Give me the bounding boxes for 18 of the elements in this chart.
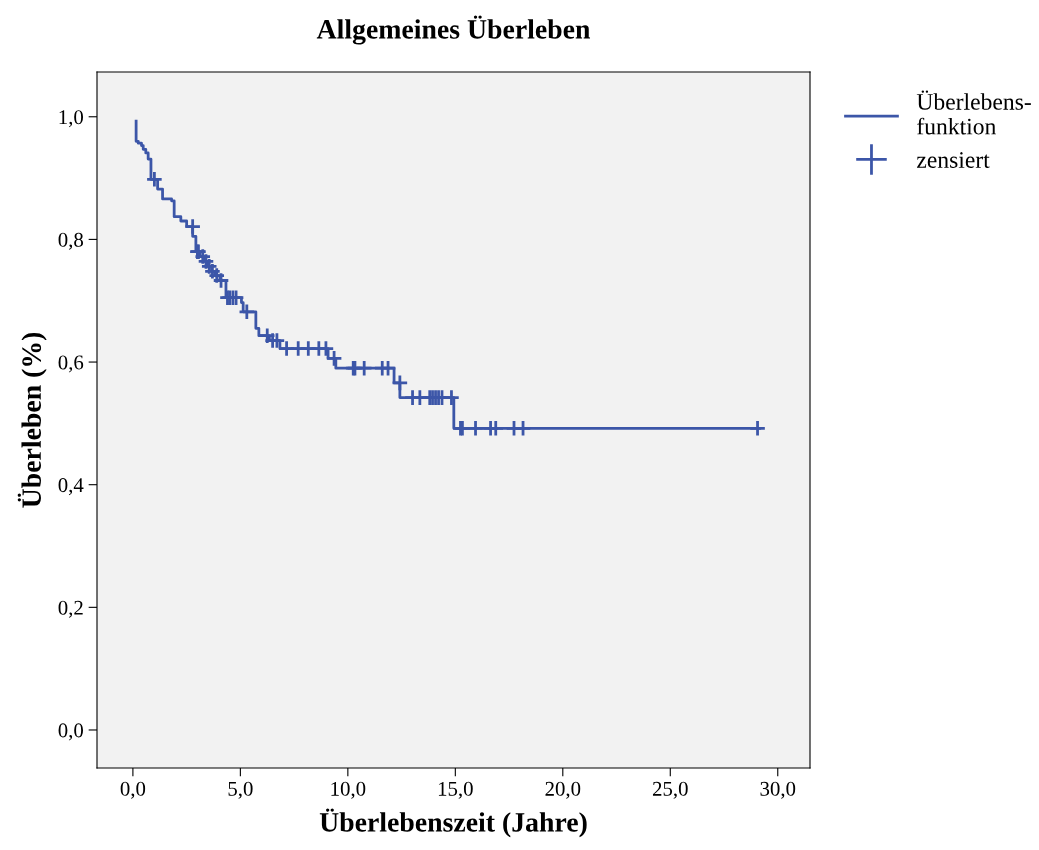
x-tick-label: 10,0 <box>331 781 366 799</box>
y-tick-label: 0,2 <box>58 600 83 618</box>
y-tick-label: 1,0 <box>59 110 84 128</box>
legend-label: zensiert <box>916 152 990 168</box>
x-tick-label: 15,0 <box>438 781 473 799</box>
chart-title: Allgemeines Überleben <box>316 15 591 45</box>
y-axis-title: Überleben (%) <box>17 332 47 508</box>
x-tick-label: 5,0 <box>228 781 253 799</box>
y-tick-label: 0,0 <box>58 723 84 741</box>
x-tick-label: 25,0 <box>652 781 688 799</box>
x-axis-title: Überlebenszeit (Jahre) <box>319 808 587 838</box>
y-tick-label: 0,4 <box>58 478 84 496</box>
y-tick-label: 0,8 <box>58 232 84 250</box>
x-tick-label: 30,0 <box>760 781 796 799</box>
y-tick-label: 0,6 <box>58 355 84 373</box>
legend-label: Überlebens- funktion <box>916 90 1031 135</box>
x-tick-label: 0,0 <box>120 781 146 799</box>
x-tick-label: 20,0 <box>545 781 581 799</box>
